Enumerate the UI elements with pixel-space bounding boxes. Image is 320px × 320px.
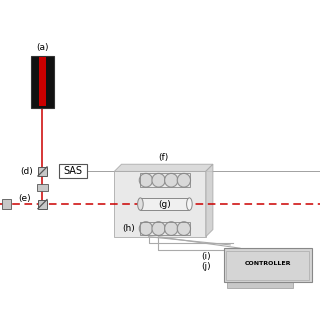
Bar: [140, 198, 189, 210]
Text: (j): (j): [201, 262, 211, 271]
Text: (e): (e): [18, 194, 31, 203]
Text: (i): (i): [201, 252, 211, 260]
Bar: [140, 173, 190, 187]
Text: (g): (g): [158, 200, 171, 209]
Ellipse shape: [139, 222, 153, 236]
Bar: [227, 283, 293, 288]
Bar: [226, 251, 309, 280]
Bar: [2, 199, 11, 209]
Text: (a): (a): [36, 43, 49, 52]
Polygon shape: [114, 164, 213, 172]
Text: (d): (d): [20, 167, 33, 176]
Ellipse shape: [164, 173, 178, 187]
Ellipse shape: [138, 198, 143, 210]
Bar: [38, 167, 47, 176]
Bar: [37, 184, 48, 191]
Text: (h): (h): [122, 224, 134, 233]
Bar: [38, 199, 47, 209]
Ellipse shape: [177, 222, 190, 236]
Ellipse shape: [152, 173, 165, 187]
Bar: [59, 164, 86, 178]
Ellipse shape: [139, 173, 153, 187]
Ellipse shape: [187, 198, 192, 210]
Ellipse shape: [152, 222, 165, 236]
Ellipse shape: [164, 222, 178, 236]
Bar: [140, 222, 190, 236]
Bar: [39, 57, 46, 107]
Bar: [224, 248, 312, 283]
Polygon shape: [206, 164, 213, 237]
Bar: [114, 172, 206, 237]
Text: (f): (f): [158, 153, 169, 162]
Bar: [31, 55, 54, 108]
Text: SAS: SAS: [63, 166, 82, 176]
Ellipse shape: [177, 173, 190, 187]
Text: CONTROLLER: CONTROLLER: [244, 261, 291, 266]
